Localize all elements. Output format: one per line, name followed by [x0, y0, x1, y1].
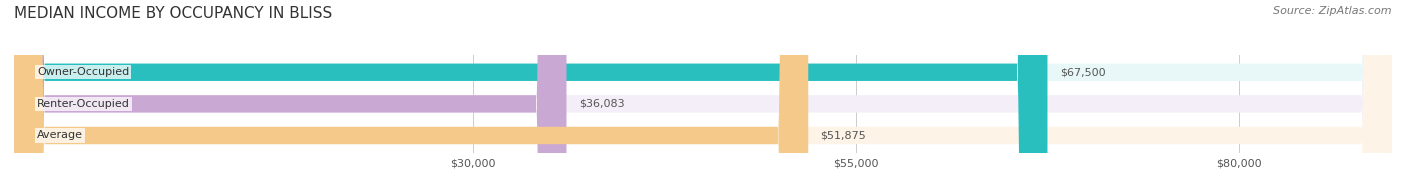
Text: $36,083: $36,083 [579, 99, 624, 109]
Text: Renter-Occupied: Renter-Occupied [37, 99, 129, 109]
Text: $67,500: $67,500 [1060, 67, 1105, 77]
FancyBboxPatch shape [14, 0, 1392, 196]
FancyBboxPatch shape [14, 0, 1047, 196]
Text: MEDIAN INCOME BY OCCUPANCY IN BLISS: MEDIAN INCOME BY OCCUPANCY IN BLISS [14, 6, 332, 21]
Text: $51,875: $51,875 [821, 131, 866, 141]
Text: Owner-Occupied: Owner-Occupied [37, 67, 129, 77]
FancyBboxPatch shape [14, 0, 808, 196]
Text: Source: ZipAtlas.com: Source: ZipAtlas.com [1274, 6, 1392, 16]
Text: Average: Average [37, 131, 83, 141]
FancyBboxPatch shape [14, 0, 567, 196]
FancyBboxPatch shape [14, 0, 1392, 196]
FancyBboxPatch shape [14, 0, 1392, 196]
